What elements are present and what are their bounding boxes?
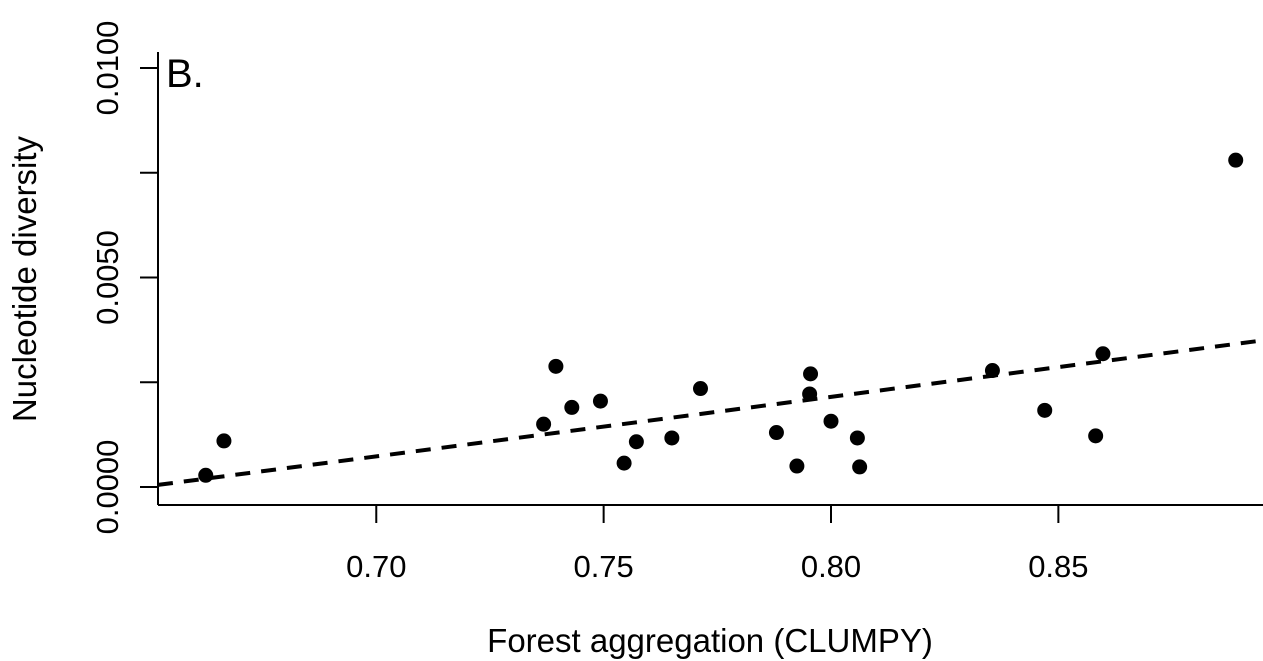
x-axis-ticks: 0.70 0.75 0.80 0.85 (346, 505, 1089, 584)
data-point (216, 433, 232, 449)
data-point (692, 381, 708, 397)
data-point (768, 425, 784, 441)
data-point (198, 467, 214, 483)
y-axis-ticks: 0.0000 0.0050 0.0100 (90, 21, 158, 535)
data-point (1037, 402, 1053, 418)
data-points (198, 152, 1244, 483)
y-tick-label: 0.0100 (90, 21, 125, 116)
data-point (802, 386, 818, 402)
data-point (548, 358, 564, 374)
data-point (984, 363, 1000, 379)
x-tick-label: 0.70 (346, 549, 406, 584)
data-point (1088, 428, 1104, 444)
data-point (1095, 346, 1111, 362)
x-tick-label: 0.75 (573, 549, 633, 584)
x-tick-label: 0.85 (1028, 549, 1088, 584)
data-point (852, 459, 868, 475)
data-point (628, 434, 644, 450)
y-tick-label: 0.0050 (90, 230, 125, 325)
x-tick-label: 0.80 (801, 549, 861, 584)
data-point (536, 416, 552, 432)
y-axis-title: Nucleotide diversity (6, 135, 43, 422)
trend-line (157, 338, 1263, 487)
data-point (849, 430, 865, 446)
data-point (592, 393, 608, 409)
data-point (823, 413, 839, 429)
data-point (564, 399, 580, 415)
x-axis-title: Forest aggregation (CLUMPY) (487, 622, 933, 659)
data-point (664, 430, 680, 446)
data-point (616, 455, 632, 471)
data-point (1228, 152, 1244, 168)
data-point (789, 458, 805, 474)
panel-label: B. (166, 52, 204, 96)
y-tick-label: 0.0000 (90, 440, 125, 535)
data-point (803, 366, 819, 382)
